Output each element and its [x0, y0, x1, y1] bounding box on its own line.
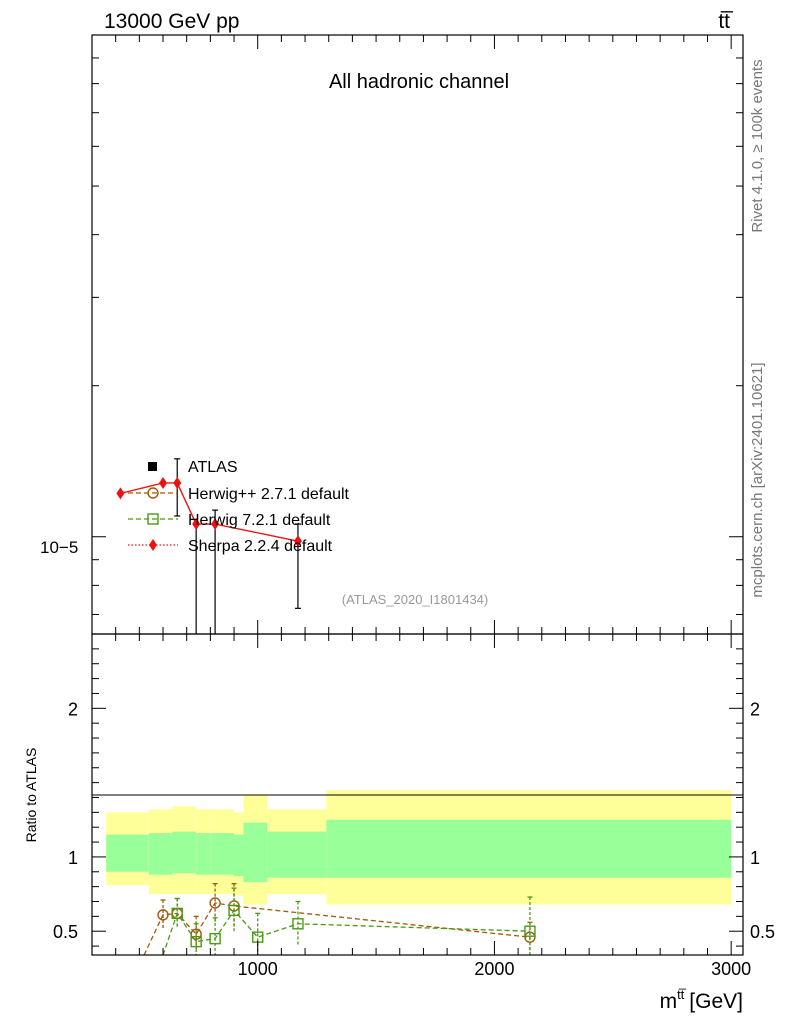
chart-title: All hadronic channel — [329, 71, 509, 93]
ratio-marks — [143, 883, 536, 956]
ratio-y-tick-label: 0.5 — [53, 922, 78, 942]
ratio-y-label: Ratio to ATLAS — [23, 748, 39, 843]
main-y-tick-text: 10−5 — [40, 538, 78, 557]
main-y-tick-label: 10−5 — [40, 538, 78, 557]
ratio-y-tick-label: 2 — [750, 699, 760, 719]
sherpa-point — [116, 487, 125, 500]
sherpa-point — [293, 535, 302, 548]
sherpa-point — [173, 476, 182, 489]
x-axis-label: mtt̅ [GeV] — [660, 987, 743, 1013]
inner-band-bin — [196, 833, 211, 875]
inner-band-bin — [210, 833, 235, 875]
legend-herwigpp-label: Herwig++ 2.7.1 default — [188, 486, 350, 503]
main-y-axis — [92, 34, 743, 615]
ratio-point — [228, 904, 240, 917]
process-label: tt̅ — [718, 10, 734, 33]
x-tick-label: 3000 — [711, 959, 751, 979]
x-axis-label-unit: [GeV] — [689, 990, 743, 1013]
ratio-series-line — [162, 909, 530, 956]
analysis-id: (ATLAS_2020_I1801434) — [342, 592, 488, 607]
sherpa-point — [211, 518, 220, 531]
inner-band-bin — [234, 834, 244, 877]
ratio-point — [171, 907, 183, 920]
main-marks — [116, 458, 302, 634]
inner-band-bin — [106, 834, 149, 872]
mcplots-label: mcplots.cern.ch [arXiv:2401.10621] — [749, 362, 766, 597]
main-panel: All hadronic channel (ATLAS_2020_I180143… — [40, 34, 744, 635]
x-axis-label-m: m — [660, 990, 678, 1013]
ratio-point — [209, 897, 221, 909]
ratio-point — [157, 909, 169, 921]
ratio-y-axis: 0.5 0.5 1 1 2 2 — [53, 648, 775, 947]
ratio-y-tick-label: 1 — [750, 848, 760, 868]
legend-herwig7-label: Herwig 7.2.1 default — [188, 512, 331, 529]
rivet-label: Rivet 4.1.0, ≥ 100k events — [749, 59, 766, 232]
x-axis-label-sup: tt̅ — [677, 987, 686, 1002]
legend-atlas-label: ATLAS — [188, 459, 238, 476]
legend-atlas-marker — [148, 462, 157, 471]
ratio-point — [190, 935, 202, 948]
legend-herwigpp-marker — [147, 487, 159, 499]
sherpa-point — [159, 476, 168, 489]
sherpa-line — [120, 482, 299, 542]
legend-herwig7-marker — [147, 513, 159, 525]
ratio-point — [292, 918, 304, 930]
sherpa-point — [192, 518, 201, 531]
inner-band-bin — [243, 822, 268, 883]
x-tick-label: 2000 — [474, 959, 514, 979]
energy-label: 13000 GeV pp — [104, 10, 239, 33]
ratio-y-tick-label: 1 — [68, 848, 78, 868]
legend-sherpa-label: Sherpa 2.2.4 default — [188, 538, 333, 555]
ratio-y-tick-label: 2 — [68, 699, 78, 719]
inner-band-bin — [326, 819, 732, 878]
inner-band-bin — [267, 831, 327, 878]
legend: ATLAS Herwig++ 2.7.1 default Herwig 7.2.… — [128, 459, 350, 555]
main-x-axis — [115, 35, 732, 634]
ratio-frame — [91, 633, 744, 956]
legend-sherpa-marker — [149, 539, 157, 551]
x-tick-label: 1000 — [238, 959, 278, 979]
inner-band-bin — [172, 831, 197, 874]
inner-band-bin — [148, 833, 173, 875]
ratio-y-tick-label: 0.5 — [750, 922, 775, 942]
ratio-series-line — [143, 902, 531, 956]
ratio-point — [209, 932, 221, 945]
ratio-panel: 0.5 0.5 1 1 2 2 1000 2000 3000 Ratio to ATLAS — [23, 633, 775, 979]
ratio-bands — [106, 790, 732, 905]
ratio-x-axis: 1000 2000 3000 — [115, 634, 751, 979]
ratio-point — [524, 925, 536, 937]
